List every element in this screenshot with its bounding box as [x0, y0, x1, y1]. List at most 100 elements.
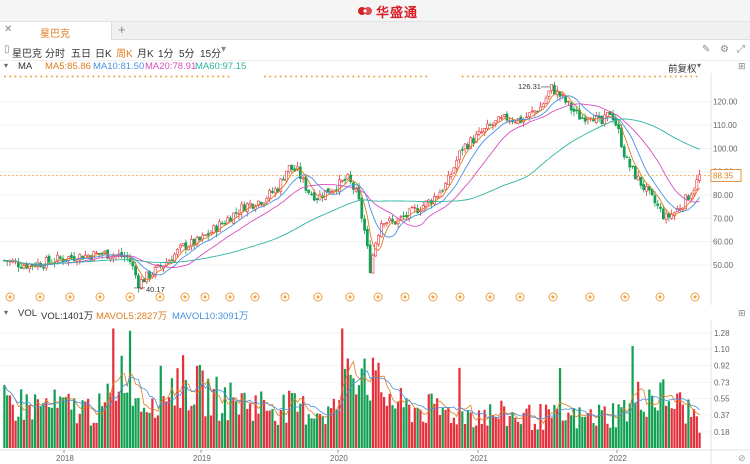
collapse-arrow-icon[interactable]: ▾	[4, 61, 9, 70]
volume-bar	[667, 401, 671, 448]
vol-label[interactable]: VOL	[18, 308, 38, 319]
settings-icon[interactable]: ⚙	[720, 44, 729, 55]
volume-bar	[357, 385, 361, 448]
app-logo: 华盛通	[357, 3, 418, 20]
event-dot	[399, 75, 402, 78]
volume-bar	[642, 411, 645, 448]
price-chart[interactable]: 120.00110.00100.0090.0080.0070.0060.0050…	[0, 73, 750, 305]
candle-body	[218, 221, 221, 233]
period-daily[interactable]: 日K	[95, 49, 112, 60]
volume-chart[interactable]: 1.28 1.10 0.92 0.73 0.55 0.37 0.18 2018 2019 2020…	[0, 320, 750, 464]
volume-bar	[310, 418, 313, 448]
event-dot	[534, 75, 537, 78]
period-1min[interactable]: 1分	[158, 49, 174, 60]
expand-icon[interactable]: ⊞	[738, 308, 746, 318]
period-five-day[interactable]: 五日	[71, 49, 91, 60]
event-dot	[503, 75, 506, 78]
volume-bar	[313, 418, 316, 448]
close-icon[interactable]: ✕	[4, 24, 13, 35]
earnings-marker-dot	[458, 295, 462, 299]
volume-bar	[154, 417, 157, 448]
mavol10-value: MAVOL10:3091万	[172, 311, 249, 322]
candle-body	[664, 213, 668, 221]
candle-body	[689, 194, 693, 199]
volume-bar	[402, 407, 405, 448]
candle-body	[198, 236, 202, 241]
candle-body	[95, 252, 98, 254]
volume-bar	[503, 406, 506, 448]
event-dot	[108, 75, 110, 78]
event-dot	[123, 75, 126, 78]
event-dot	[513, 75, 516, 78]
candle-body	[497, 116, 500, 123]
volume-bar	[276, 424, 280, 448]
volume-bar	[212, 388, 215, 448]
zoom-icon[interactable]: ⊘	[738, 453, 746, 463]
volume-bar	[28, 404, 31, 448]
volume-bar	[6, 395, 9, 448]
event-dot	[82, 75, 84, 78]
event-dot	[196, 75, 199, 78]
period-5min[interactable]: 5分	[179, 49, 195, 60]
volume-bar	[53, 389, 56, 448]
event-dot	[383, 75, 386, 78]
period-intraday[interactable]: 分时	[45, 49, 65, 60]
volume-bar	[324, 424, 327, 448]
ma-legend: ▾ MA MA5:85.86 MA10:81.50 MA20:78.91 MA6…	[0, 61, 750, 73]
volume-bar	[59, 396, 62, 448]
volume-bar	[589, 409, 592, 448]
volume-bar	[486, 425, 489, 448]
chevron-down-icon[interactable]: ▾	[221, 44, 227, 55]
expand-icon[interactable]: ⊞	[738, 61, 746, 71]
event-dot	[638, 75, 641, 78]
volume-bar	[81, 400, 84, 448]
volume-bar	[413, 407, 416, 448]
collapse-arrow-icon[interactable]: ▾	[4, 308, 9, 317]
volume-tick-label: 0.37	[714, 411, 730, 420]
x-tick-label: 2020	[330, 454, 348, 463]
volume-bar	[173, 405, 176, 448]
price-tick-label: 60.00	[713, 238, 734, 247]
candle-body	[365, 229, 369, 247]
candle-body	[603, 114, 607, 125]
price-tick-label: 110.00	[713, 121, 737, 130]
candle-body	[377, 235, 380, 245]
maximize-icon[interactable]: ⤢	[737, 44, 745, 55]
pen-icon[interactable]: ✎	[702, 44, 711, 55]
candle-body	[444, 182, 447, 190]
sidebar-toggle-icon[interactable]: ▯	[4, 44, 10, 55]
ma-label[interactable]: MA	[18, 61, 33, 72]
event-dot	[487, 75, 490, 78]
price-tick-label: 100.00	[713, 144, 738, 153]
event-dot	[295, 75, 298, 78]
event-dot	[674, 75, 677, 78]
plus-icon[interactable]: +	[118, 22, 126, 37]
period-15min[interactable]: 15分	[200, 49, 222, 60]
volume-bar	[223, 387, 227, 448]
candle-body	[273, 188, 277, 194]
tab-starbucks[interactable]: ✕ 星巴克	[0, 22, 112, 40]
event-dot	[685, 75, 688, 78]
event-dot	[50, 75, 53, 78]
candle-body	[695, 179, 699, 190]
period-monthly[interactable]: 月K	[137, 49, 154, 60]
event-dot	[539, 75, 542, 78]
tab-label: 星巴克	[40, 29, 70, 40]
volume-bar	[315, 413, 319, 448]
event-dot	[394, 75, 396, 78]
candle-body	[419, 210, 422, 213]
volume-bar	[550, 417, 553, 448]
earnings-marker-dot	[68, 295, 72, 299]
period-weekly[interactable]: 周K	[116, 49, 133, 60]
candle-body	[354, 187, 358, 192]
event-dot	[175, 75, 178, 78]
adjust-selector[interactable]: 前复权	[668, 64, 697, 75]
candle-body	[580, 117, 584, 119]
volume-bar	[561, 420, 564, 448]
chevron-down-icon[interactable]: ▾	[697, 61, 702, 70]
volume-bar	[176, 368, 179, 448]
volume-bar	[483, 409, 486, 448]
volume-bar	[575, 428, 578, 448]
volume-bar	[639, 409, 643, 448]
volume-bar	[447, 407, 450, 448]
